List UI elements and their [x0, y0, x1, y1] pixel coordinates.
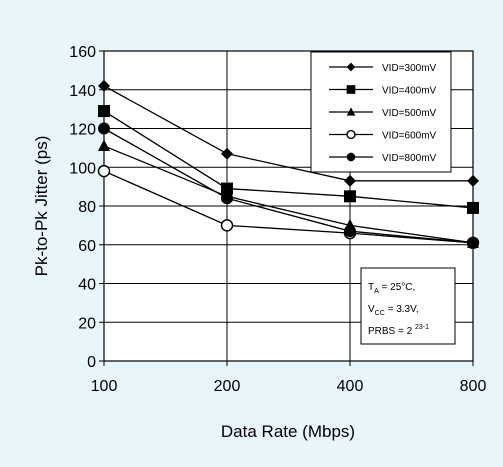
y-axis-title: Pk-to-Pk Jitter (ps): [32, 136, 51, 277]
legend-label: VID=500mV: [382, 108, 437, 119]
legend-label: VID=300mV: [382, 63, 437, 74]
y-tick-label: 0: [87, 354, 96, 371]
data-point-filled-circle: [221, 192, 233, 205]
data-point-diamond: [467, 174, 479, 187]
data-point-filled-circle: [98, 122, 110, 135]
annotation-prbs-main: PRBS = 2: [368, 326, 415, 337]
annotation-vcc-main: V: [368, 304, 375, 315]
annotation-line-3: PRBS = 2 23-1: [368, 324, 429, 337]
data-point-triangle: [346, 107, 356, 116]
data-point-open-circle: [97, 164, 111, 178]
x-tick-labels: 100 200 400 800: [91, 378, 487, 395]
series-vid-400mv: [98, 105, 479, 214]
data-point-diamond: [346, 62, 356, 72]
data-point-square: [346, 85, 356, 94]
annotation-box: [360, 267, 456, 345]
data-point-square: [344, 190, 356, 203]
data-point-square: [221, 182, 233, 195]
x-tick-label: 200: [214, 378, 241, 395]
data-point-open-circle: [220, 219, 234, 232]
annotation-ta-rest: = 25°C,: [379, 282, 416, 293]
series-line: [103, 145, 474, 244]
series-line: [103, 110, 474, 209]
y-tick-label: 140: [69, 83, 96, 100]
data-point-square: [467, 201, 479, 214]
legend: VID=300mV VID=400mV VID=500mV VID=600mV VID=…: [310, 51, 452, 173]
annotation-ta-sub: A: [374, 288, 379, 295]
series-line: [103, 127, 474, 244]
annotation-vcc-sub: CC: [375, 310, 385, 317]
annotation-line-2: VCC = 3.3V,: [368, 304, 419, 317]
data-point-open-circle: [346, 129, 356, 140]
legend-item: VID=400mV: [329, 85, 437, 97]
legend-item: VID=800mV: [329, 152, 437, 164]
y-tick-label: 160: [69, 44, 96, 61]
legend-label: VID=400mV: [382, 86, 437, 97]
series-line: [103, 170, 474, 244]
annotation-ta-main: T: [368, 282, 374, 293]
x-tick-label: 800: [460, 378, 487, 395]
series-vid-800mv: [98, 122, 479, 249]
legend-label: VID=800mV: [382, 153, 437, 164]
legend-item: VID=600mV: [329, 129, 437, 142]
data-point-triangle: [98, 139, 110, 151]
y-tick-label: 60: [78, 238, 96, 255]
annotation-vcc-rest: = 3.3V,: [385, 304, 419, 315]
y-tick-label: 100: [69, 160, 96, 177]
data-point-filled-circle: [346, 152, 356, 162]
annotation-line-1: TA = 25°C,: [368, 282, 415, 295]
data-point-diamond: [221, 147, 233, 160]
series-line: [103, 85, 473, 182]
series-layer: [97, 79, 480, 250]
y-tick-labels: 0 20 40 60 80 100 120 140 160: [69, 44, 96, 371]
series-vid-300mv: [98, 79, 479, 187]
y-tick-label: 40: [78, 277, 96, 294]
y-tick-label: 80: [78, 199, 96, 216]
legend-item: VID=500mV: [329, 107, 437, 119]
data-point-square: [98, 105, 110, 118]
y-tick-label: 20: [78, 315, 96, 332]
data-point-filled-circle: [344, 225, 356, 238]
annotation-prbs-sup: 23-1: [415, 324, 429, 331]
legend-label: VID=600mV: [382, 131, 437, 142]
conditions-annotation: TA = 25°C, VCC = 3.3V, PRBS = 2 23-1: [360, 267, 456, 345]
data-point-diamond: [98, 79, 110, 92]
x-axis-title: Data Rate (Mbps): [221, 422, 355, 441]
legend-item: VID=300mV: [329, 62, 437, 74]
data-point-diamond: [344, 174, 356, 187]
data-point-filled-circle: [467, 236, 479, 249]
y-tick-label: 120: [69, 122, 96, 139]
x-tick-label: 400: [337, 378, 364, 395]
x-tick-label: 100: [91, 378, 118, 395]
